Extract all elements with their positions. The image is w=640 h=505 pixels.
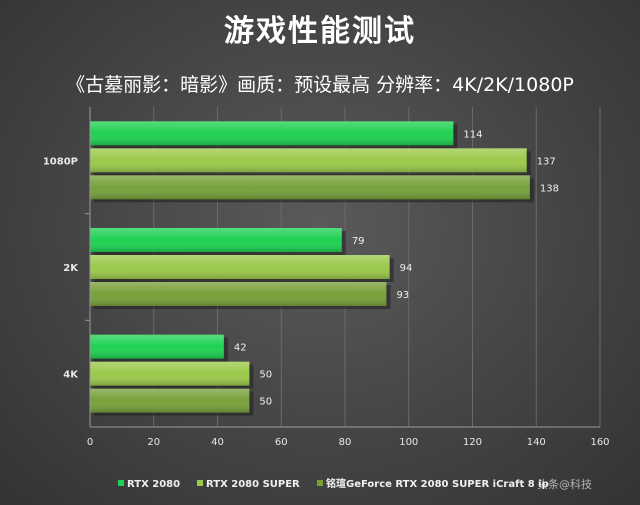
x-tick-label: 140 [527, 437, 546, 448]
data-label: 50 [259, 397, 272, 408]
data-label: 94 [400, 263, 413, 274]
data-label: 50 [259, 370, 272, 381]
x-tick-label: 100 [399, 437, 418, 448]
data-label: 138 [540, 183, 559, 194]
data-label: 42 [234, 343, 247, 354]
data-label: 137 [537, 156, 556, 167]
axes: 0 20 40 60 80 100 120 140 160 1080P 2K 4K [43, 107, 610, 448]
bar-highlight [90, 334, 224, 359]
x-tick-label: 40 [211, 437, 224, 448]
watermark-text: 头条@科技 [537, 477, 592, 491]
bar-highlight [90, 228, 342, 252]
data-label: 114 [463, 129, 482, 140]
bars: 114 137 138 79 94 93 42 50 50 [90, 121, 559, 416]
legend-label: 铭瑄GeForce RTX 2080 SUPER iCraft 8 ip [326, 477, 549, 490]
category-label: 1080P [43, 156, 78, 167]
bar-highlight [90, 361, 250, 386]
data-label: 79 [352, 236, 365, 247]
chart-subtitle: 《古墓丽影：暗影》画质：预设最高 分辨率：4K/2K/1080P [66, 74, 574, 96]
bar-highlight [90, 175, 530, 200]
x-tick-label: 20 [147, 437, 160, 448]
category-label: 4K [63, 370, 79, 381]
legend-swatch [197, 480, 203, 486]
legend-label: RTX 2080 SUPER [206, 479, 300, 490]
x-tick-label: 120 [463, 437, 482, 448]
x-tick-label: 160 [590, 437, 609, 448]
bar-highlight [90, 282, 387, 306]
bar-highlight [90, 148, 527, 173]
x-tick-label: 60 [275, 437, 288, 448]
data-label: 93 [396, 290, 409, 301]
bar-highlight [90, 255, 390, 279]
legend-swatch [317, 480, 323, 486]
legend-label: RTX 2080 [127, 479, 180, 490]
x-tick-label: 80 [339, 437, 352, 448]
bar-highlight [90, 388, 250, 413]
x-tick-label: 0 [87, 437, 93, 448]
legend: RTX 2080 RTX 2080 SUPER 铭瑄GeForce RTX 2080… [118, 477, 592, 491]
legend-swatch [118, 480, 124, 486]
category-label: 2K [63, 263, 79, 274]
bar-highlight [90, 121, 454, 146]
chart-title: 游戏性能测试 [224, 14, 416, 49]
